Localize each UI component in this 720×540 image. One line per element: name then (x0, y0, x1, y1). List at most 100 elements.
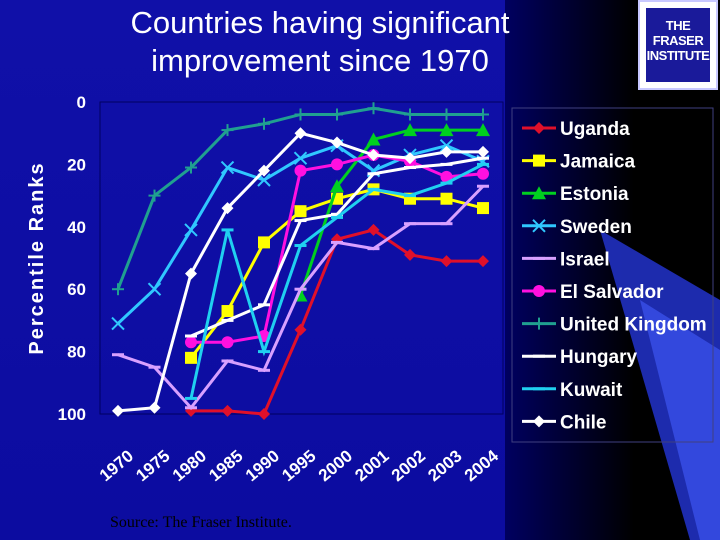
legend-item-israel: Israel (522, 249, 610, 270)
series-israel (112, 184, 489, 411)
data-point-united-kingdom (294, 108, 307, 121)
data-point-jamaica (294, 205, 307, 218)
series-chile (112, 127, 489, 417)
data-point-sweden-stroke (257, 173, 271, 187)
data-point-united-kingdom (477, 108, 489, 121)
data-point-sweden-stroke (439, 138, 454, 153)
plot-frame (99, 101, 504, 415)
y-tick-label: 20 (67, 155, 86, 174)
y-axis-label: Percentile Ranks (26, 161, 48, 354)
x-tick-label: 1970 (96, 446, 137, 485)
legend-item-chile: Chile (522, 412, 606, 433)
data-point-jamaica (258, 236, 270, 249)
data-point-el-salvador (477, 167, 489, 180)
data-point-sweden-stroke (184, 223, 198, 237)
legend-item-hungary: Hungary (522, 347, 638, 368)
data-point-el-salvador (331, 158, 343, 171)
page-number: 14 (640, 503, 652, 517)
legend-label: United Kingdom (560, 315, 707, 336)
data-point-united-kingdom (185, 161, 197, 174)
x-tick-label: 2003 (424, 446, 465, 485)
chart-legend: Uganda Jamaica Estonia Sweden Israel El Salva… (511, 107, 714, 443)
y-tick-label: 80 (67, 343, 86, 362)
data-point-uganda (404, 248, 416, 261)
legend-marker (533, 317, 545, 330)
title-line-1: Countries having significant (130, 5, 510, 40)
legend-marker-stroke (532, 219, 546, 233)
data-point-sweden (111, 316, 125, 331)
title-line-2: improvement since 1970 (151, 43, 489, 78)
data-point-uganda (440, 255, 453, 268)
legend-item-kuwait: Kuwait (522, 380, 623, 401)
data-point-estonia (366, 132, 381, 146)
y-tick-label: 100 (58, 405, 86, 424)
data-point-chile (221, 202, 234, 215)
data-point-sweden-stroke (111, 316, 125, 331)
legend-marker (533, 415, 545, 428)
data-point-chile (185, 267, 197, 280)
data-point-uganda (367, 223, 380, 236)
legend-label: Sweden (560, 217, 632, 238)
data-point-estonia (330, 179, 344, 193)
series-hungary (185, 156, 489, 338)
data-point-el-salvador (185, 336, 197, 349)
data-point-chile (404, 152, 416, 165)
data-point-el-salvador (294, 164, 307, 177)
series-line-estonia (299, 128, 483, 296)
y-tick-label: 0 (77, 93, 86, 112)
legend-label: Jamaica (560, 152, 635, 173)
data-point-chile (477, 145, 489, 158)
legend-item-sweden: Sweden (522, 217, 632, 238)
series-uganda (185, 223, 489, 420)
legend-item-jamaica: Jamaica (522, 152, 635, 173)
x-tick-label: 2004 (461, 446, 503, 485)
x-tick-label: 1995 (278, 446, 319, 485)
legend-label: Uganda (560, 119, 630, 140)
data-point-sweden (184, 223, 198, 237)
data-point-sweden-stroke (293, 151, 308, 165)
legend-label: Israel (560, 249, 610, 270)
data-point-united-kingdom (112, 283, 124, 296)
legend-label: Hungary (560, 347, 638, 368)
data-point-el-salvador (221, 336, 234, 349)
chart-axes: Percentile Ranks 0 20 40 60 80 100 197019751980… (26, 93, 504, 485)
legend-marker (532, 219, 546, 233)
data-point-estonia (403, 123, 417, 137)
legend-marker (533, 285, 545, 297)
legend-box (511, 107, 714, 443)
legend-marker (533, 154, 545, 167)
legend-item-el-salvador: El Salvador (522, 282, 664, 303)
legend-label: Chile (560, 412, 606, 433)
legend-item-united-kingdom: United Kingdom (522, 315, 707, 336)
data-point-united-kingdom (440, 108, 453, 121)
x-tick-label: 2001 (351, 446, 392, 485)
legend-label: Estonia (560, 184, 629, 205)
data-point-united-kingdom (404, 108, 416, 121)
legend-label: Kuwait (560, 380, 623, 401)
data-point-united-kingdom (258, 117, 270, 130)
x-tick-label: 2000 (315, 446, 356, 485)
data-point-sweden (147, 282, 162, 296)
data-point-united-kingdom (367, 102, 380, 115)
data-point-sweden (439, 138, 454, 153)
fraser-institute-logo: THE FRASER INSTITUTE (638, 0, 718, 90)
data-point-chile (367, 149, 380, 162)
data-point-united-kingdom (331, 108, 343, 121)
data-point-chile (112, 404, 124, 417)
data-point-uganda (221, 404, 234, 417)
series-kuwait (185, 162, 489, 400)
data-point-chile (440, 145, 453, 158)
logo-line-2: INSTITUTE (646, 48, 710, 63)
x-tick-label: 1985 (205, 446, 246, 485)
data-point-uganda (258, 408, 270, 420)
legend-marker (532, 186, 546, 200)
data-point-chile (294, 127, 307, 140)
data-point-sweden-stroke (147, 282, 162, 296)
x-tick-label: 1980 (169, 446, 210, 485)
data-point-el-salvador (440, 170, 453, 183)
slide-title: Countries having significant improvement… (60, 4, 580, 80)
data-point-chile (148, 401, 161, 414)
data-point-chile (258, 164, 270, 177)
x-tick-label: 1975 (132, 446, 173, 485)
